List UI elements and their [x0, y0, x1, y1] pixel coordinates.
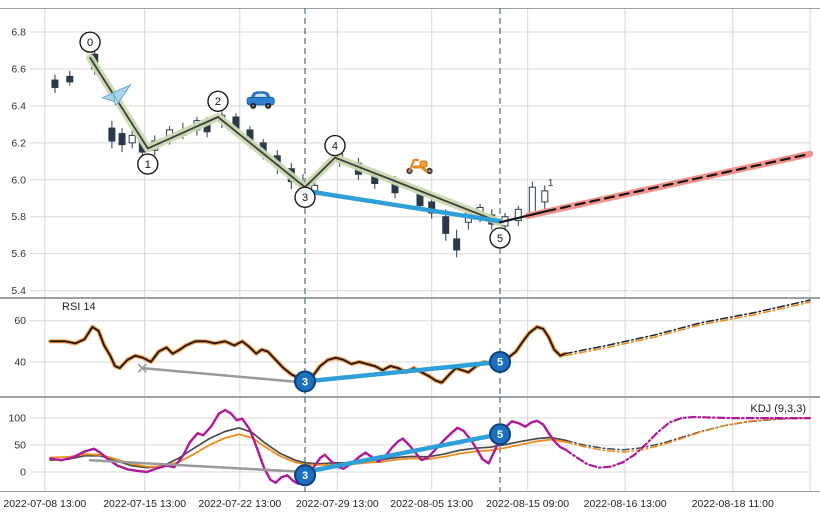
svg-text:5: 5 — [497, 357, 503, 369]
svg-text:3: 3 — [302, 376, 308, 388]
svg-text:0: 0 — [87, 37, 93, 49]
airplane-icon — [100, 83, 132, 106]
candle — [453, 238, 461, 251]
x-axis: 2022-07-08 13:00 2022-07-15 13:00 2022-07-… — [0, 496, 820, 516]
kdj-j-forecast — [563, 415, 812, 469]
candle — [108, 127, 116, 142]
kdj-plot[interactable]: 0 50 100 3 5 — [0, 397, 820, 492]
svg-text:5: 5 — [497, 233, 503, 245]
kdj-j-line — [49, 408, 567, 486]
scooter-icon — [406, 158, 433, 175]
forecast-dashed — [545, 152, 812, 213]
kdj-trend-blue — [302, 431, 503, 475]
y-tick-label: 5.4 — [11, 285, 26, 297]
svg-text:4: 4 — [332, 140, 338, 152]
waypoint-marker-3[interactable]: 3 — [294, 370, 317, 393]
y-tick-label: 6.8 — [11, 27, 26, 39]
waypoint-marker-5[interactable]: 5 — [489, 350, 512, 373]
waypoint-marker-3[interactable]: 3 — [294, 186, 316, 209]
y-tick-label: 60 — [14, 315, 26, 327]
rsi-trend-blue — [302, 359, 503, 384]
price-panel[interactable]: 5.4 5.6 5.8 6.0 6.2 6.4 6.6 6.8 0 1 2 3 4 5 1 — [0, 8, 820, 298]
candle — [442, 216, 450, 234]
candle — [428, 201, 436, 214]
candle — [416, 194, 424, 207]
waypoint-marker-3[interactable]: 3 — [294, 464, 317, 487]
svg-text:2: 2 — [215, 96, 221, 108]
candle — [51, 79, 59, 88]
kdj-d-forecast — [564, 417, 811, 453]
rsi-forecast-orange — [564, 301, 811, 357]
x-axis-label: 2022-08-18 11:00 — [691, 498, 774, 510]
zigzag-line — [89, 57, 501, 224]
post-waypoint-line — [498, 210, 548, 224]
candle — [66, 75, 74, 83]
svg-text:3: 3 — [302, 470, 308, 482]
y-tick-label: 100 — [8, 413, 26, 425]
y-tick-label: 6.4 — [11, 100, 26, 112]
waypoint-marker-0[interactable]: 0 — [79, 31, 101, 53]
x-axis-label: 2022-08-05 13:00 — [390, 498, 474, 510]
x-axis-label: 2022-07-29 13:00 — [295, 498, 379, 510]
y-tick-label: 5.8 — [11, 211, 26, 223]
x-axis-label: 2022-07-15 13:00 — [103, 498, 187, 510]
waypoint-marker-1[interactable]: 1 — [137, 153, 159, 175]
kdj-indicator-label: KDJ (9,3,3) — [750, 403, 806, 415]
trend-blue-3-5 — [302, 188, 503, 224]
price-plot[interactable]: 5.4 5.6 5.8 6.0 6.2 6.4 6.6 6.8 0 1 2 3 4 5 1 — [0, 8, 820, 298]
y-tick-label: 50 — [14, 440, 26, 452]
candle — [528, 186, 536, 214]
kdj-trend-gray — [88, 458, 307, 474]
svg-text:3: 3 — [302, 192, 308, 204]
x-axis-label: 2022-07-22 13:00 — [198, 498, 282, 510]
kdj-panel[interactable]: KDJ (9,3,3) 0 50 100 3 5 — [0, 397, 820, 492]
waypoint-marker-4[interactable]: 4 — [324, 134, 346, 157]
waypoint-marker-2[interactable]: 2 — [207, 90, 229, 112]
svg-text:1: 1 — [145, 159, 151, 171]
rsi-plot[interactable]: 40 60 3 5 — [0, 298, 820, 397]
x-axis-label: 2022-08-16 13:00 — [583, 498, 667, 510]
annotation-text: 1 — [548, 178, 554, 189]
rsi-forecast-dark — [564, 299, 811, 355]
y-tick-label: 6.2 — [11, 137, 26, 149]
candle — [514, 208, 522, 221]
kdj-k-line — [49, 426, 566, 469]
svg-text:5: 5 — [497, 429, 503, 441]
waypoint-marker-5[interactable]: 5 — [489, 423, 512, 446]
car-icon — [246, 91, 275, 109]
x-axis-label: 2022-07-08 13:00 — [3, 498, 87, 510]
y-tick-label: 40 — [14, 356, 26, 368]
y-tick-label: 0 — [20, 467, 26, 479]
rsi-panel[interactable]: RSI 14 40 60 3 5 — [0, 298, 820, 397]
candle — [541, 190, 549, 203]
rsi-indicator-label: RSI 14 — [62, 301, 96, 313]
y-tick-label: 6.6 — [11, 63, 26, 75]
x-axis-label: 2022-08-15 09:00 — [486, 498, 570, 510]
rsi-trend-gray — [141, 366, 307, 384]
y-tick-label: 6.0 — [11, 174, 26, 186]
y-tick-label: 5.6 — [11, 248, 26, 260]
candle — [118, 133, 126, 146]
candle — [128, 134, 136, 144]
waypoint-marker-5[interactable]: 5 — [489, 227, 511, 249]
